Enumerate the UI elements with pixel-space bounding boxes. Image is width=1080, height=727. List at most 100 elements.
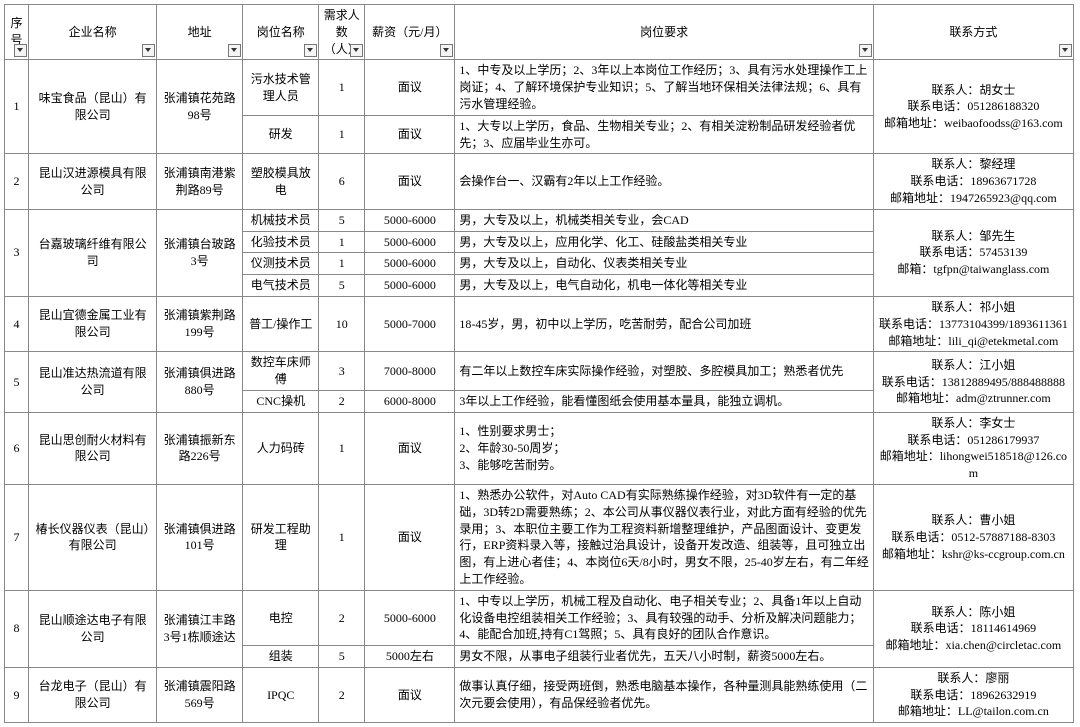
cell-contact: 联系人：曹小姐 联系电话：0512-57887188-8303 邮箱地址：ksh… [873, 484, 1073, 590]
cell-count: 2 [319, 590, 365, 645]
header-label-address: 地址 [188, 25, 212, 39]
cell-contact: 联系人：胡女士 联系电话：051286188320 邮箱地址：weibaofoo… [873, 60, 1073, 154]
filter-icon[interactable] [228, 44, 241, 57]
cell-contact: 联系人：黎经理 联系电话：18963671728 邮箱地址：1947265923… [873, 154, 1073, 209]
header-requirements[interactable]: 岗位要求 [455, 5, 873, 60]
header-count[interactable]: 需求人数（人） [319, 5, 365, 60]
cell-seq: 1 [5, 60, 29, 154]
cell-salary: 6000-8000 [365, 390, 455, 412]
cell-address: 张浦镇南港紫荆路89号 [157, 154, 243, 209]
cell-salary: 5000-6000 [365, 231, 455, 253]
cell-position: 污水技术管理人员 [243, 60, 319, 115]
header-label-requirements: 岗位要求 [640, 25, 688, 39]
cell-company: 昆山顺途达电子有限公司 [29, 590, 157, 667]
table-row: 9台龙电子（昆山）有限公司张浦镇震阳路569号IPQC2面议做事认真仔细，接受两… [5, 667, 1074, 722]
cell-position: 研发 [243, 115, 319, 154]
cell-position: 研发工程助理 [243, 484, 319, 590]
header-label-company: 企业名称 [69, 25, 117, 39]
cell-position: 普工/操作工 [243, 296, 319, 351]
header-contact[interactable]: 联系方式 [873, 5, 1073, 60]
cell-count: 6 [319, 154, 365, 209]
cell-address: 张浦镇俱进路880号 [157, 352, 243, 412]
cell-salary: 5000-6000 [365, 590, 455, 645]
header-salary[interactable]: 薪资（元/月） [365, 5, 455, 60]
header-address[interactable]: 地址 [157, 5, 243, 60]
cell-position: 组装 [243, 646, 319, 668]
cell-count: 5 [319, 275, 365, 297]
cell-salary: 面议 [365, 154, 455, 209]
cell-seq: 6 [5, 412, 29, 484]
cell-count: 1 [319, 60, 365, 115]
cell-requirements: 男女不限，从事电子组装行业者优先，五天八小时制，薪资5000左右。 [455, 646, 873, 668]
cell-position: 化验技术员 [243, 231, 319, 253]
cell-requirements: 有二年以上数控车床实际操作经验，对塑胶、多腔模具加工；熟悉者优先 [455, 352, 873, 391]
cell-requirements: 男，大专及以上，机械类相关专业，会CAD [455, 209, 873, 231]
cell-contact: 联系人：廖丽 联系电话：18962632919 邮箱地址：LL@tailon.c… [873, 667, 1073, 722]
filter-icon[interactable] [14, 44, 27, 57]
cell-company: 椿长仪器仪表（昆山）有限公司 [29, 484, 157, 590]
header-position[interactable]: 岗位名称 [243, 5, 319, 60]
cell-count: 1 [319, 231, 365, 253]
cell-position: 电气技术员 [243, 275, 319, 297]
cell-salary: 面议 [365, 484, 455, 590]
cell-address: 张浦镇江丰路3号1栋顺途达 [157, 590, 243, 667]
cell-address: 张浦镇俱进路101号 [157, 484, 243, 590]
header-seq[interactable]: 序号 [5, 5, 29, 60]
cell-count: 2 [319, 390, 365, 412]
cell-salary: 7000-8000 [365, 352, 455, 391]
cell-requirements: 会操作台一、汉霸有2年以上工作经验。 [455, 154, 873, 209]
cell-salary: 5000-6000 [365, 209, 455, 231]
filter-icon[interactable] [859, 44, 872, 57]
cell-requirements: 1、中专及以上学历；2、3年以上本岗位工作经历；3、具有污水处理操作工上岗证；4… [455, 60, 873, 115]
cell-requirements: 1、中专以上学历，机械工程及自动化、电子相关专业；2、具备1年以上自动化设备电控… [455, 590, 873, 645]
cell-contact: 联系人：李女士 联系电话：051286179937 邮箱地址：lihongwei… [873, 412, 1073, 484]
filter-icon[interactable] [350, 44, 363, 57]
header-label-seq: 序号 [11, 16, 23, 47]
cell-seq: 9 [5, 667, 29, 722]
cell-address: 张浦镇花苑路98号 [157, 60, 243, 154]
cell-count: 5 [319, 646, 365, 668]
cell-requirements: 男，大专及以上，电气自动化，机电一体化等相关专业 [455, 275, 873, 297]
header-label-salary: 薪资（元/月） [372, 25, 447, 39]
table-row: 3台嘉玻璃纤维有限公司张浦镇台玻路3号机械技术员55000-6000男，大专及以… [5, 209, 1074, 231]
cell-contact: 联系人：江小姐 联系电话：13812889495/888488888 邮箱地址：… [873, 352, 1073, 412]
header-label-contact: 联系方式 [949, 25, 997, 39]
cell-position: 机械技术员 [243, 209, 319, 231]
cell-requirements: 3年以上工作经验，能看懂图纸会使用基本量具，能独立调机。 [455, 390, 873, 412]
cell-address: 张浦镇振新东路226号 [157, 412, 243, 484]
filter-icon[interactable] [440, 44, 453, 57]
header-label-position: 岗位名称 [257, 25, 305, 39]
cell-company: 味宝食品（昆山）有限公司 [29, 60, 157, 154]
cell-requirements: 1、大专以上学历，食品、生物相关专业；2、有相关淀粉制品研发经验者优先；3、应届… [455, 115, 873, 154]
header-company[interactable]: 企业名称 [29, 5, 157, 60]
filter-icon[interactable] [142, 44, 155, 57]
cell-requirements: 1、性别要求男士； 2、年龄30-50周岁； 3、能够吃苦耐劳。 [455, 412, 873, 484]
cell-position: IPQC [243, 667, 319, 722]
cell-company: 昆山思创耐火材料有限公司 [29, 412, 157, 484]
cell-salary: 5000-7000 [365, 296, 455, 351]
cell-seq: 3 [5, 209, 29, 296]
cell-contact: 联系人：祁小姐 联系电话：13773104399/1893611361 邮箱地址… [873, 296, 1073, 351]
cell-salary: 5000左右 [365, 646, 455, 668]
cell-salary: 面议 [365, 60, 455, 115]
table-row: 4昆山宜德金属工业有限公司张浦镇紫荆路199号普工/操作工105000-7000… [5, 296, 1074, 351]
cell-address: 张浦镇紫荆路199号 [157, 296, 243, 351]
cell-position: CNC操机 [243, 390, 319, 412]
table-row: 2昆山汉进源模具有限公司张浦镇南港紫荆路89号塑胶模具放电6面议会操作台一、汉霸… [5, 154, 1074, 209]
cell-contact: 联系人：陈小姐 联系电话：18114614969 邮箱地址：xia.chen@c… [873, 590, 1073, 667]
cell-seq: 7 [5, 484, 29, 590]
cell-seq: 8 [5, 590, 29, 667]
cell-count: 5 [319, 209, 365, 231]
filter-icon[interactable] [1059, 44, 1072, 57]
cell-position: 仪测技术员 [243, 253, 319, 275]
cell-company: 昆山准达热流道有限公司 [29, 352, 157, 412]
cell-count: 3 [319, 352, 365, 391]
cell-requirements: 18-45岁，男，初中以上学历，吃苦耐劳，配合公司加班 [455, 296, 873, 351]
cell-company: 昆山汉进源模具有限公司 [29, 154, 157, 209]
cell-count: 1 [319, 412, 365, 484]
cell-salary: 面议 [365, 667, 455, 722]
cell-position: 电控 [243, 590, 319, 645]
filter-icon[interactable] [304, 44, 317, 57]
cell-position: 数控车床师傅 [243, 352, 319, 391]
cell-salary: 面议 [365, 115, 455, 154]
